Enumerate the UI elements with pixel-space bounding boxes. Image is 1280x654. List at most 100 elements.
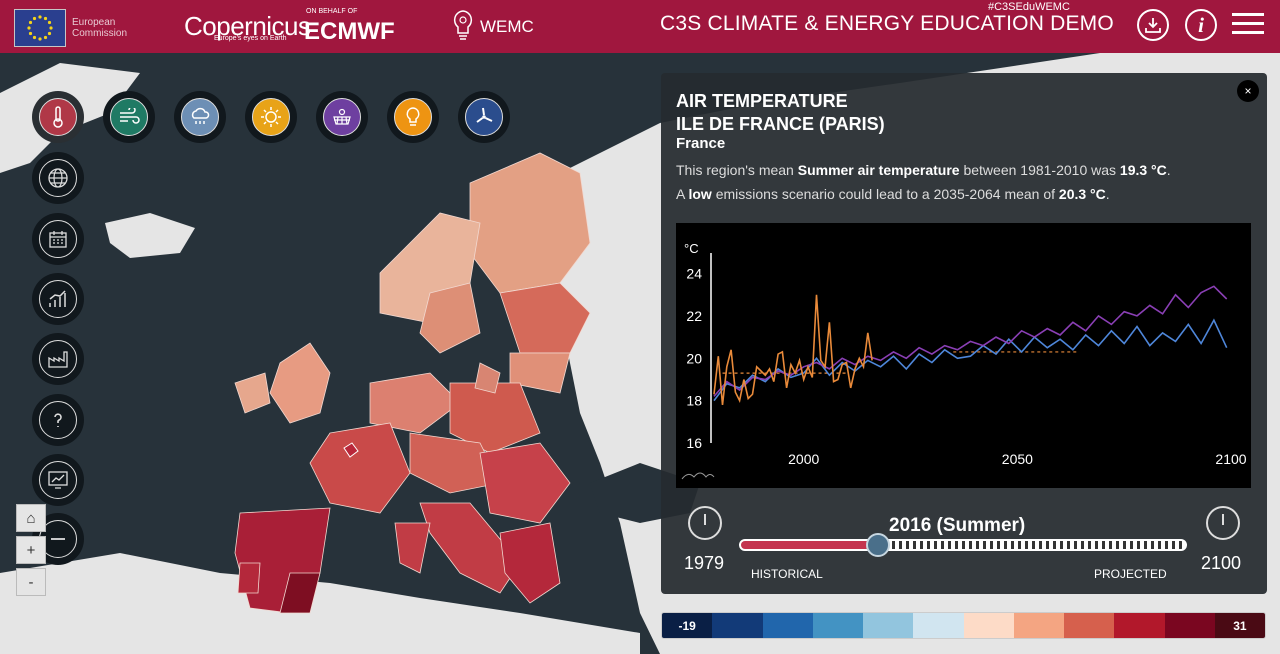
zoom-home-button[interactable]: ⌂	[16, 504, 46, 532]
solar-panel-icon	[323, 98, 361, 136]
variable-wind-button[interactable]	[103, 91, 155, 143]
desc1-value: 19.3 °C	[1120, 162, 1167, 178]
bar-chart-icon	[39, 280, 77, 318]
legend-swatch	[763, 613, 813, 638]
time-slider-area: 1979 2100 2016 (Summer) HISTORICAL PROJE…	[661, 503, 1267, 594]
factory-icon	[39, 340, 77, 378]
desc1-mid: between 1981-2010 was	[960, 162, 1120, 178]
legend-swatch	[1165, 613, 1215, 638]
energy-industry-button[interactable]	[32, 333, 84, 385]
wind-icon	[110, 98, 148, 136]
time-slider-handle[interactable]	[866, 533, 890, 557]
legend-swatch	[1114, 613, 1164, 638]
x-tick-label: 2050	[1002, 451, 1033, 467]
legend-swatch	[863, 613, 913, 638]
time-slider-fill	[741, 541, 879, 549]
y-axis-label: °C	[684, 241, 699, 256]
y-tick-label: 18	[686, 393, 702, 409]
region-info-panel: × AIR TEMPERATURE ILE DE FRANCE (PARIS) …	[661, 73, 1267, 594]
ecmwf-text: ECMWF	[304, 18, 395, 46]
desc1-bold: Summer air temperature	[798, 162, 960, 178]
menu-bar-icon	[1232, 22, 1264, 25]
legend-swatch	[1064, 613, 1114, 638]
variable-air-temperature-button[interactable]	[32, 91, 84, 143]
hamburger-menu-button[interactable]	[1232, 13, 1264, 37]
app-title: C3S CLIMATE & ENERGY EDUCATION DEMO	[660, 12, 1114, 36]
description-line-1: This region's mean Summer air temperatur…	[676, 162, 1171, 178]
panel-title: AIR TEMPERATURE ILE DE FRANCE (PARIS)	[676, 90, 885, 136]
question-icon	[39, 401, 77, 439]
y-tick-label: 20	[686, 350, 702, 366]
home-icon: ⌂	[26, 510, 35, 527]
temperature-chart[interactable]: °C 16 18 20 22 24 2000 2050 2100	[676, 223, 1251, 488]
start-year-label: 1979	[684, 553, 724, 574]
eu-flag-icon	[14, 9, 66, 47]
globe-icon	[39, 159, 77, 197]
variable-wind-power-button[interactable]	[458, 91, 510, 143]
trend-chart-button[interactable]	[32, 273, 84, 325]
end-clock-icon	[1206, 506, 1240, 540]
variable-title: AIR TEMPERATURE	[676, 90, 885, 113]
menu-bar-icon	[1232, 31, 1264, 34]
info-icon: i	[1198, 13, 1204, 38]
minus-icon: -	[29, 574, 34, 591]
app-header: European Commission Copernicus Europe's …	[0, 0, 1280, 53]
legend-swatch	[913, 613, 963, 638]
dashboard-button[interactable]	[32, 454, 84, 506]
calendar-button[interactable]	[32, 213, 84, 265]
ecmwf-logo[interactable]: ON BEHALF OF ECMWF	[304, 0, 395, 53]
series-line-1	[714, 320, 1227, 400]
slider-current-label: 2016 (Summer)	[889, 515, 1025, 537]
ec-text-line2: Commission	[72, 28, 127, 39]
turbine-icon	[465, 98, 503, 136]
close-panel-button[interactable]: ×	[1237, 80, 1259, 102]
monitor-chart-icon	[39, 461, 77, 499]
legend-swatch	[712, 613, 762, 638]
country-label: France	[676, 135, 725, 152]
european-commission-logo[interactable]: European Commission	[14, 8, 127, 48]
legend-min-label: -19	[662, 613, 712, 638]
lightbulb-icon	[394, 98, 432, 136]
map-view-button[interactable]	[32, 152, 84, 204]
wemc-text: WEMC	[480, 17, 534, 37]
ec-text-line1: European	[72, 17, 127, 28]
desc2-bold: low	[688, 186, 711, 202]
wemc-logo[interactable]: WEMC	[452, 0, 534, 53]
y-tick-label: 16	[686, 435, 702, 451]
legend-swatch	[813, 613, 863, 638]
ec-logo-text: European Commission	[72, 17, 127, 39]
plus-icon: +	[27, 542, 36, 559]
lightbulb-icon	[452, 9, 474, 45]
series-line-2	[714, 286, 1227, 396]
menu-bar-icon	[1232, 13, 1264, 16]
variable-solar-panel-button[interactable]	[316, 91, 368, 143]
help-button[interactable]	[32, 394, 84, 446]
historical-label: HISTORICAL	[751, 567, 823, 581]
desc1-end: .	[1167, 162, 1171, 178]
variable-precipitation-button[interactable]	[174, 91, 226, 143]
description-line-2: A low emissions scenario could lead to a…	[676, 186, 1110, 202]
variable-solar-button[interactable]	[245, 91, 297, 143]
download-icon	[1144, 16, 1162, 34]
region-title: ILE DE FRANCE (PARIS)	[676, 113, 885, 136]
chart-svg: °C16182022242000 2050 2100	[676, 223, 1251, 488]
info-button[interactable]: i	[1185, 9, 1217, 41]
color-scale-legend: -19 31	[661, 612, 1266, 639]
copernicus-logo[interactable]: Copernicus Europe's eyes on Earth	[184, 0, 311, 53]
zoom-in-button[interactable]: +	[16, 536, 46, 564]
projected-label: PROJECTED	[1094, 567, 1167, 581]
desc2-mid: emissions scenario could lead to a 2035-…	[712, 186, 1059, 202]
legend-max-label: 31	[1215, 613, 1265, 638]
copernicus-tagline: Europe's eyes on Earth	[214, 35, 287, 42]
close-icon: ×	[1244, 84, 1251, 98]
variable-energy-demand-button[interactable]	[387, 91, 439, 143]
zoom-out-button[interactable]: -	[16, 568, 46, 596]
start-clock-icon	[688, 506, 722, 540]
sun-icon	[252, 98, 290, 136]
calendar-icon	[39, 220, 77, 258]
download-button[interactable]	[1137, 9, 1169, 41]
ecmwf-prefix: ON BEHALF OF	[306, 8, 357, 15]
desc2-pre: A	[676, 186, 688, 202]
time-slider-track[interactable]	[739, 539, 1187, 551]
end-year-label: 2100	[1201, 553, 1241, 574]
